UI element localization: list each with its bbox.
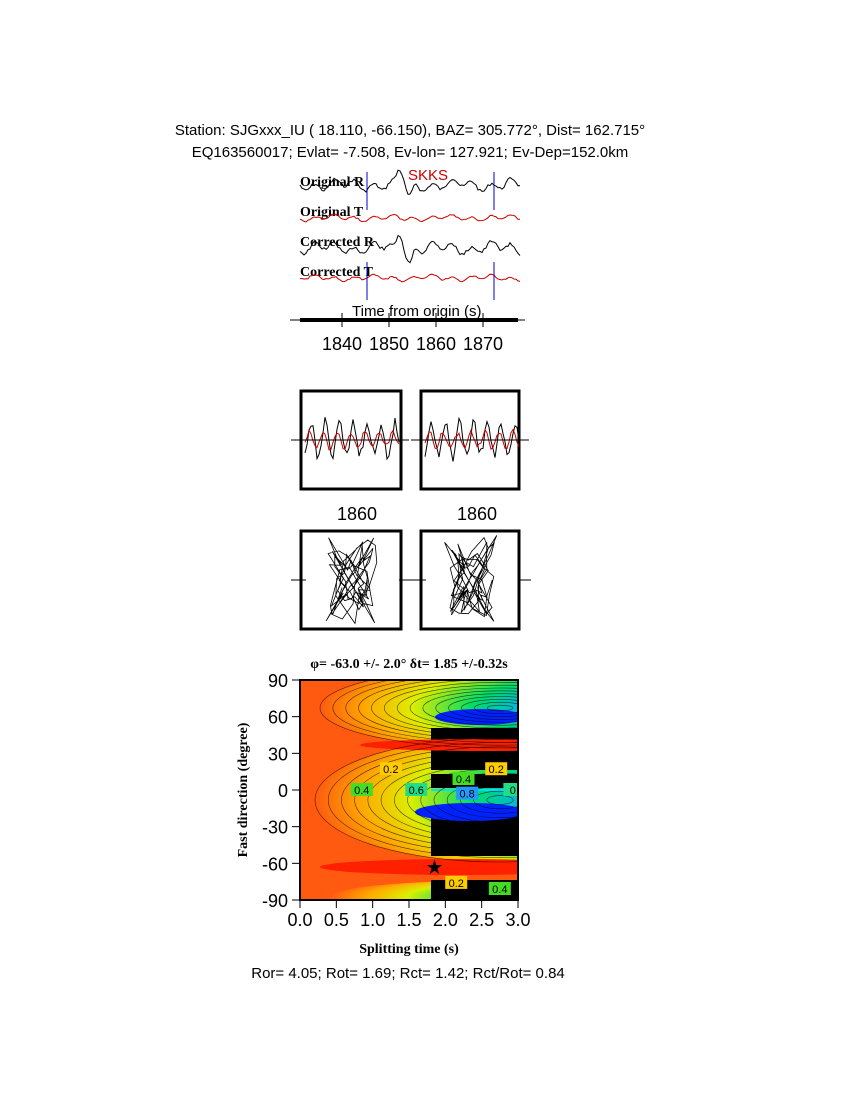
window-trace	[424, 416, 520, 462]
contour-label-bg	[445, 875, 468, 889]
station-header: Station: SJGxxx_IU ( 18.110, -66.150), B…	[175, 122, 645, 139]
event-header: EQ163560017; Evlat= -7.508, Ev-lon= 127.…	[192, 144, 629, 161]
y-tick-label: 30	[268, 744, 288, 764]
contour-label: 0.2	[489, 764, 504, 776]
contour-label: 0.	[510, 785, 519, 797]
y-axis-label: Fast direction (degree)	[236, 722, 251, 857]
contour-line	[435, 693, 518, 723]
ratio-summary: Ror= 4.05; Rot= 1.69; Rct= 1.42; Rct/Rot…	[251, 965, 565, 982]
contour-label-bg	[379, 762, 402, 776]
contour-label: 0.6	[409, 785, 424, 797]
contour-line	[486, 795, 514, 805]
original-particle-motion-box	[299, 529, 403, 631]
contour-label-bg	[488, 882, 511, 895]
trace-label: Corrected R	[300, 235, 375, 250]
x-tick-label: 3.0	[505, 910, 530, 930]
contour-line	[314, 737, 518, 863]
best-fit-star-icon: ★	[425, 857, 443, 879]
contour-line	[341, 746, 518, 854]
contour-label-bg	[350, 783, 373, 796]
contour-line	[319, 680, 518, 749]
window-trace	[304, 428, 400, 451]
window-trace	[304, 417, 400, 461]
contour-line	[332, 680, 518, 746]
contour-line	[473, 790, 518, 810]
time-axis-frame	[300, 318, 518, 322]
contour-label-bg	[485, 762, 508, 776]
seismogram-trace	[299, 273, 521, 283]
y-tick-label: -90	[262, 891, 288, 911]
contour-label-bg	[503, 783, 518, 796]
time-tick-label: 1870	[463, 334, 503, 354]
y-tick-label: 0	[278, 781, 288, 801]
x-tick-label: 2.5	[469, 910, 494, 930]
contour-line	[358, 680, 518, 740]
contour-line	[409, 687, 518, 729]
contour-line	[384, 681, 518, 735]
seismogram-trace	[299, 234, 521, 264]
window-trace	[424, 428, 520, 451]
contour-line	[473, 701, 518, 715]
time-tick-label: 1860	[416, 334, 456, 354]
contour-line	[327, 742, 518, 858]
time-tick-label: 1840	[322, 334, 362, 354]
contour-label: 0.2	[383, 764, 398, 776]
phase-label: SKKS	[408, 167, 448, 184]
y-tick-label: 90	[268, 671, 288, 691]
window-tick-label: 1860	[457, 504, 497, 524]
window-panels: 1860 1860	[291, 389, 531, 631]
particle-motion-path	[325, 537, 378, 625]
contour-label: 0.4	[354, 785, 369, 797]
trace-label: Original T	[300, 205, 364, 220]
trace-panel: SKKS Original R Original T Corrected R C…	[290, 167, 525, 354]
x-tick-label: 0.0	[287, 910, 312, 930]
contour-line	[486, 704, 514, 712]
seismogram-trace	[299, 169, 521, 195]
energy-grid: 0.2 0.2 0.4 0.6 0.8 0. 0.4 0.2 0.4	[300, 680, 519, 900]
contour-line	[380, 759, 518, 841]
trace-label: Corrected T	[300, 265, 374, 280]
trace-label: Original R	[300, 175, 365, 190]
time-tick-label: 1850	[369, 334, 409, 354]
contour-line	[433, 777, 518, 823]
corrected-particle-motion-box	[419, 529, 521, 631]
contour-line	[448, 696, 518, 720]
contour-label-bg	[452, 772, 475, 785]
chart-title: φ= -63.0 +/- 2.0° δt= 1.85 +/-0.32s	[310, 657, 508, 672]
y-tick-label: 60	[268, 708, 288, 728]
contour-label: 0.2	[449, 878, 464, 890]
contour-line	[396, 684, 518, 732]
contour-label: 0.4	[456, 774, 471, 786]
x-tick-label: 2.0	[433, 910, 458, 930]
contour-line	[422, 690, 518, 726]
contour-line	[446, 781, 518, 819]
contour-line	[461, 699, 518, 717]
time-axis-label: Time from origin (s)	[352, 303, 481, 320]
x-tick-label: 0.5	[324, 910, 349, 930]
seismogram-trace	[299, 213, 521, 223]
window-tick-label: 1860	[337, 504, 377, 524]
contour-line	[371, 680, 518, 737]
contour-label-bg	[456, 786, 479, 800]
x-tick-label: 1.5	[396, 910, 421, 930]
y-tick-label: -30	[262, 818, 288, 838]
x-tick-label: 1.0	[360, 910, 385, 930]
contour-label: 0.4	[492, 884, 507, 896]
y-tick-label: -60	[262, 854, 288, 874]
contour-label: 0.8	[459, 789, 474, 801]
contour-line	[367, 755, 518, 845]
contour-line	[460, 786, 518, 814]
contour-line	[354, 751, 518, 849]
contour-label-bg	[405, 783, 428, 796]
particle-motion-path	[444, 535, 498, 622]
x-axis-label: Splitting time (s)	[359, 942, 459, 957]
